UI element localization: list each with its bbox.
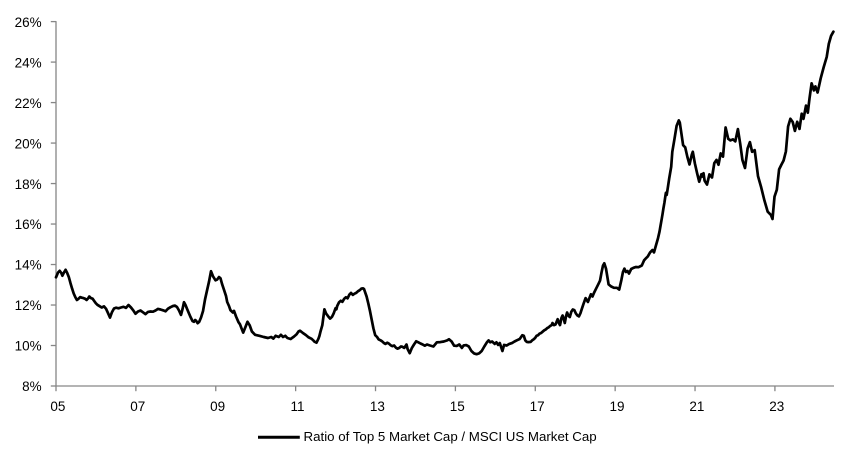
svg-text:16%: 16% (15, 217, 42, 232)
svg-text:26%: 26% (15, 15, 42, 30)
svg-text:12%: 12% (15, 298, 42, 313)
svg-text:11: 11 (291, 399, 305, 414)
svg-text:23: 23 (769, 399, 784, 414)
svg-text:8%: 8% (22, 379, 42, 394)
svg-text:24%: 24% (15, 55, 42, 70)
svg-text:20%: 20% (15, 136, 42, 151)
svg-text:Ratio of Top 5 Market Cap / MS: Ratio of Top 5 Market Cap / MSCI US Mark… (304, 429, 597, 444)
svg-text:21: 21 (689, 399, 704, 414)
svg-text:09: 09 (210, 399, 225, 414)
svg-text:14%: 14% (15, 258, 42, 273)
svg-text:10%: 10% (15, 339, 42, 354)
svg-text:19: 19 (610, 399, 625, 414)
svg-text:15: 15 (450, 399, 465, 414)
svg-text:13: 13 (370, 399, 385, 414)
svg-text:17: 17 (530, 399, 545, 414)
svg-text:22%: 22% (15, 96, 42, 111)
svg-text:07: 07 (130, 399, 145, 414)
svg-text:18%: 18% (15, 177, 42, 192)
svg-text:05: 05 (50, 399, 65, 414)
